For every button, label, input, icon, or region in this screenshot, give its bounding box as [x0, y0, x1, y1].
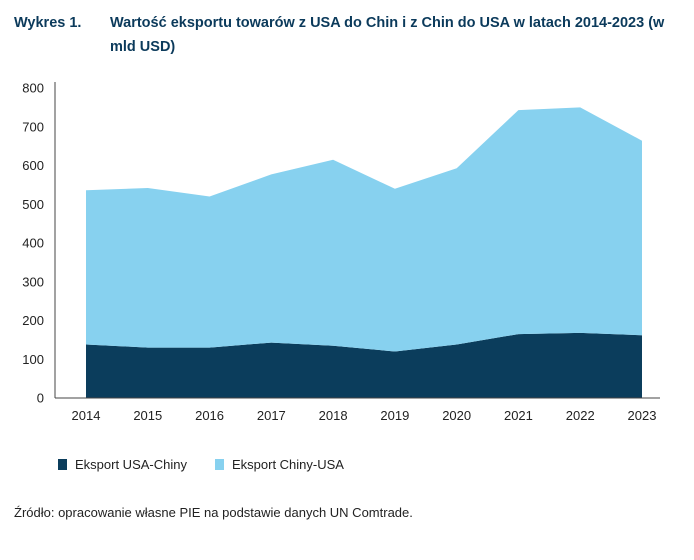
legend-swatch [214, 459, 224, 470]
y-tick-label: 500 [22, 197, 44, 212]
y-tick-label: 600 [22, 158, 44, 173]
y-tick-label: 700 [22, 119, 44, 134]
area-layer [86, 107, 642, 398]
legend-label: Eksport Chiny-USA [231, 457, 344, 472]
legend: Eksport USA-Chiny Eksport Chiny-USA [58, 457, 344, 472]
x-tick-label: 2014 [72, 408, 101, 423]
x-tick-label: 2018 [319, 408, 348, 423]
y-tick-label: 0 [37, 391, 44, 406]
figure-label: Wykres 1. [14, 15, 82, 31]
legend-label: Eksport USA-Chiny [75, 457, 187, 472]
x-tick-label: 2021 [504, 408, 533, 423]
axis-layer: 0 100 200 300 400 500 600 700 800 2014 2015 2016 201… [22, 81, 660, 423]
legend-item: Eksport USA-Chiny [58, 457, 187, 472]
x-tick-label: 2015 [133, 408, 162, 423]
x-tick-label: 2016 [195, 408, 224, 423]
y-tick-label: 300 [22, 274, 44, 289]
legend-swatch [58, 459, 67, 470]
x-tick-label: 2019 [380, 408, 409, 423]
x-tick-label: 2017 [257, 408, 286, 423]
y-tick-label: 100 [22, 352, 44, 367]
area-chiny-usa [86, 107, 642, 352]
y-tick-label: 400 [22, 236, 44, 251]
y-tick-label: 800 [22, 81, 44, 96]
area-chart: 0 100 200 300 400 500 600 700 800 2014 2015 2016 201… [22, 81, 660, 423]
legend-item: Eksport Chiny-USA [214, 457, 344, 472]
x-tick-label: 2023 [628, 408, 657, 423]
chart-title: Wartość eksportu towarów z USA do Chin i… [110, 15, 665, 55]
source-note: Źródło: opracowanie własne PIE na podsta… [14, 505, 413, 520]
area-usa-chiny [86, 332, 642, 398]
y-tick-label: 200 [22, 313, 44, 328]
x-tick-label: 2020 [442, 408, 471, 423]
x-tick-label: 2022 [566, 408, 595, 423]
